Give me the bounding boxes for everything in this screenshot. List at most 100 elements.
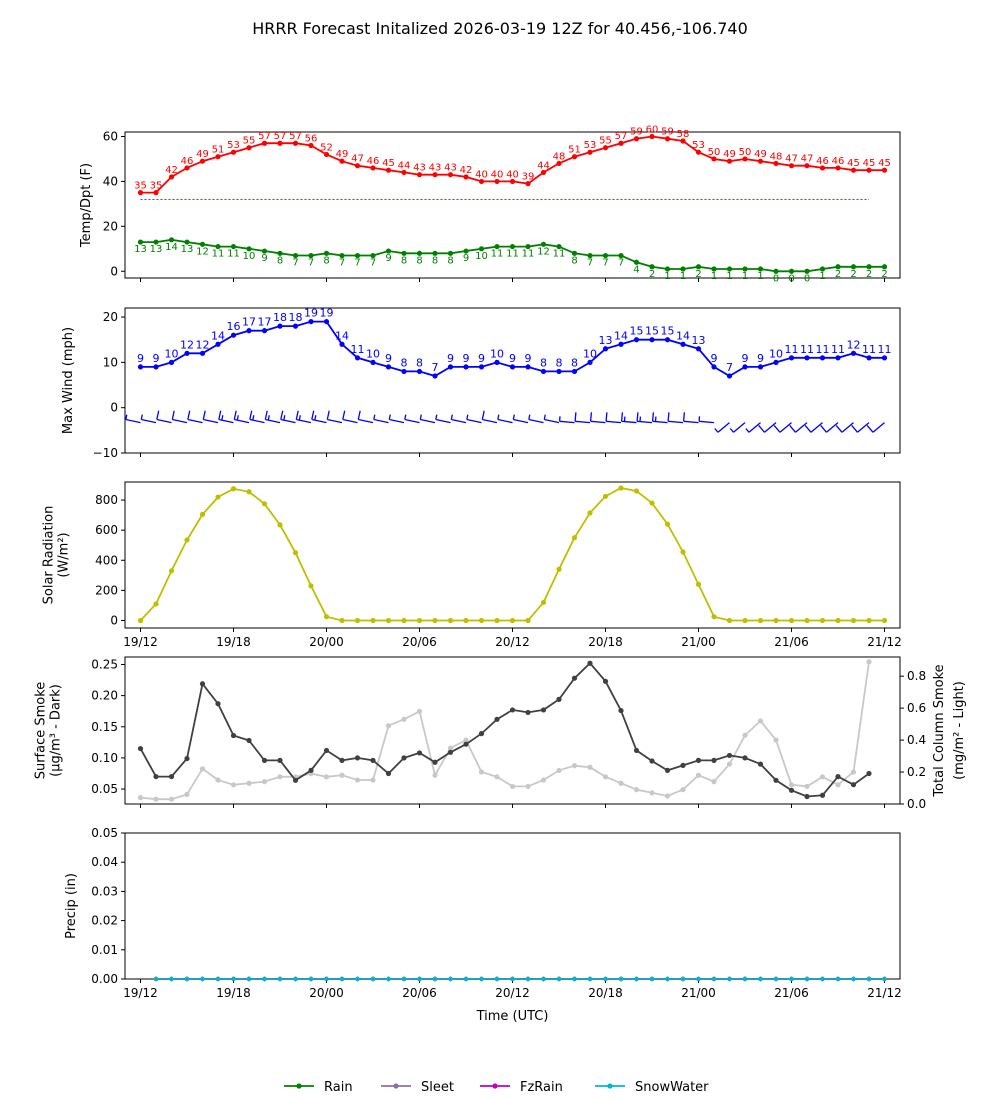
snowwater-precip-point (324, 976, 329, 982)
wind-barb-icon (789, 422, 808, 433)
snowwater-precip-point (231, 976, 236, 982)
temperature-data-label: 43 (444, 163, 457, 174)
column-smoke-point (168, 796, 175, 802)
y-axis-label: (μg/m³ - Dark) (49, 684, 64, 777)
dewpoint-data-label: 0 (773, 273, 779, 284)
x-tick-label: 21/12 (867, 986, 902, 1000)
dewpoint-data-label: 2 (866, 269, 872, 280)
dewpoint-point (292, 252, 299, 259)
dewpoint-point (509, 243, 516, 250)
temperature-point (850, 167, 857, 173)
surface-smoke-point (246, 737, 252, 744)
solar-point (633, 488, 640, 494)
dewpoint-data-label: 4 (633, 264, 639, 275)
wind-barb-icon (125, 414, 141, 424)
snowwater-precip-point (882, 976, 887, 982)
wind-point (881, 355, 888, 361)
x-axis-label: Time (UTC) (476, 1009, 549, 1024)
wind-point (695, 346, 702, 352)
wind-barb-icon (171, 410, 188, 424)
solar-point (339, 617, 345, 624)
wind-point (773, 359, 779, 365)
temperature-data-label: 40 (491, 169, 504, 180)
temperature-point (726, 158, 733, 164)
dewpoint-point (602, 252, 609, 259)
column-smoke-point (432, 772, 438, 778)
column-smoke-point (819, 774, 826, 780)
dewpoint-data-label: 13 (134, 244, 147, 255)
plot-frame (124, 656, 901, 805)
solar-point (230, 486, 237, 492)
surface-smoke-point (711, 757, 717, 763)
x-tick-label: 20/12 (495, 986, 530, 1000)
solar-point (556, 566, 562, 572)
snowwater-precip-point (820, 976, 825, 982)
wind-point (230, 332, 237, 338)
temperature-data-label: 48 (770, 151, 783, 162)
wind-point (618, 341, 624, 347)
wind-data-label: 9 (509, 352, 516, 365)
temperature-point (447, 172, 454, 178)
plot-frame (124, 832, 901, 980)
dewpoint-point (137, 239, 144, 245)
x-tick-label: 21/00 (681, 635, 716, 649)
temperature-point (230, 149, 237, 155)
wind-barb-icon (745, 422, 761, 433)
temperature-data-label: 53 (227, 140, 240, 151)
surface-smoke-point (308, 767, 314, 773)
wind-data-label: 12 (847, 338, 861, 351)
y-tick-label: 200 (95, 583, 118, 597)
temperature-point (292, 140, 299, 146)
temperature-point (618, 140, 624, 146)
x-tick-label: 19/18 (216, 986, 251, 1000)
wind-barb-icon (558, 416, 575, 424)
dewpoint-data-label: 7 (308, 258, 314, 269)
temperature-data-label: 39 (522, 172, 535, 183)
dewpoint-data-label: 11 (522, 249, 535, 260)
x-tick-label: 21/06 (774, 635, 809, 649)
wind-barb-icon (187, 410, 203, 424)
solar-point (432, 617, 438, 624)
wind-point (215, 341, 221, 347)
y-tick-label: 0.04 (91, 855, 118, 869)
temperature-data-label: 57 (615, 131, 628, 142)
dewpoint-data-label: 2 (695, 269, 701, 280)
column-smoke-point (602, 774, 609, 780)
temperature-point (664, 136, 671, 142)
wind-barb-icon (311, 410, 327, 424)
wind-data-label: 10 (769, 347, 783, 360)
wind-point (726, 373, 733, 379)
snowwater-precip-point (479, 976, 484, 982)
wind-data-label: 18 (273, 311, 287, 324)
y-tick-label: 0.03 (91, 884, 118, 898)
snowwater-precip-point (432, 976, 438, 982)
wind-barb-icon (620, 412, 637, 424)
dewpoint-data-label: 8 (277, 255, 283, 266)
wind-barb-icon (481, 410, 498, 424)
surface-smoke-point (664, 767, 671, 773)
surface-smoke-point (292, 777, 299, 783)
wind-data-label: 17 (242, 316, 256, 329)
x-tick-label: 21/00 (681, 986, 716, 1000)
surface-smoke-point (757, 761, 764, 767)
y-tick-label: 0.20 (91, 689, 118, 703)
dewpoint-point (788, 268, 795, 274)
temperature-data-label: 46 (181, 156, 194, 167)
temperature-data-label: 40 (475, 169, 488, 180)
y-tick-label: 0 (110, 613, 118, 627)
surface-smoke-point (618, 707, 624, 714)
solar-point (711, 614, 717, 620)
x-tick-label: 21/06 (774, 986, 809, 1000)
column-smoke-point (695, 772, 702, 778)
y-tick-label: 0 (110, 264, 118, 278)
temperature-data-label: 47 (351, 154, 364, 165)
snowwater-precip-point (835, 976, 841, 982)
wind-barb-icon (466, 414, 482, 424)
dewpoint-data-label: 9 (385, 253, 391, 264)
dewpoint-data-label: 11 (212, 249, 225, 260)
dewpoint-point (277, 250, 283, 256)
wind-point (308, 318, 314, 325)
wind-data-label: 9 (385, 352, 392, 365)
surface-smoke-point (339, 757, 345, 763)
